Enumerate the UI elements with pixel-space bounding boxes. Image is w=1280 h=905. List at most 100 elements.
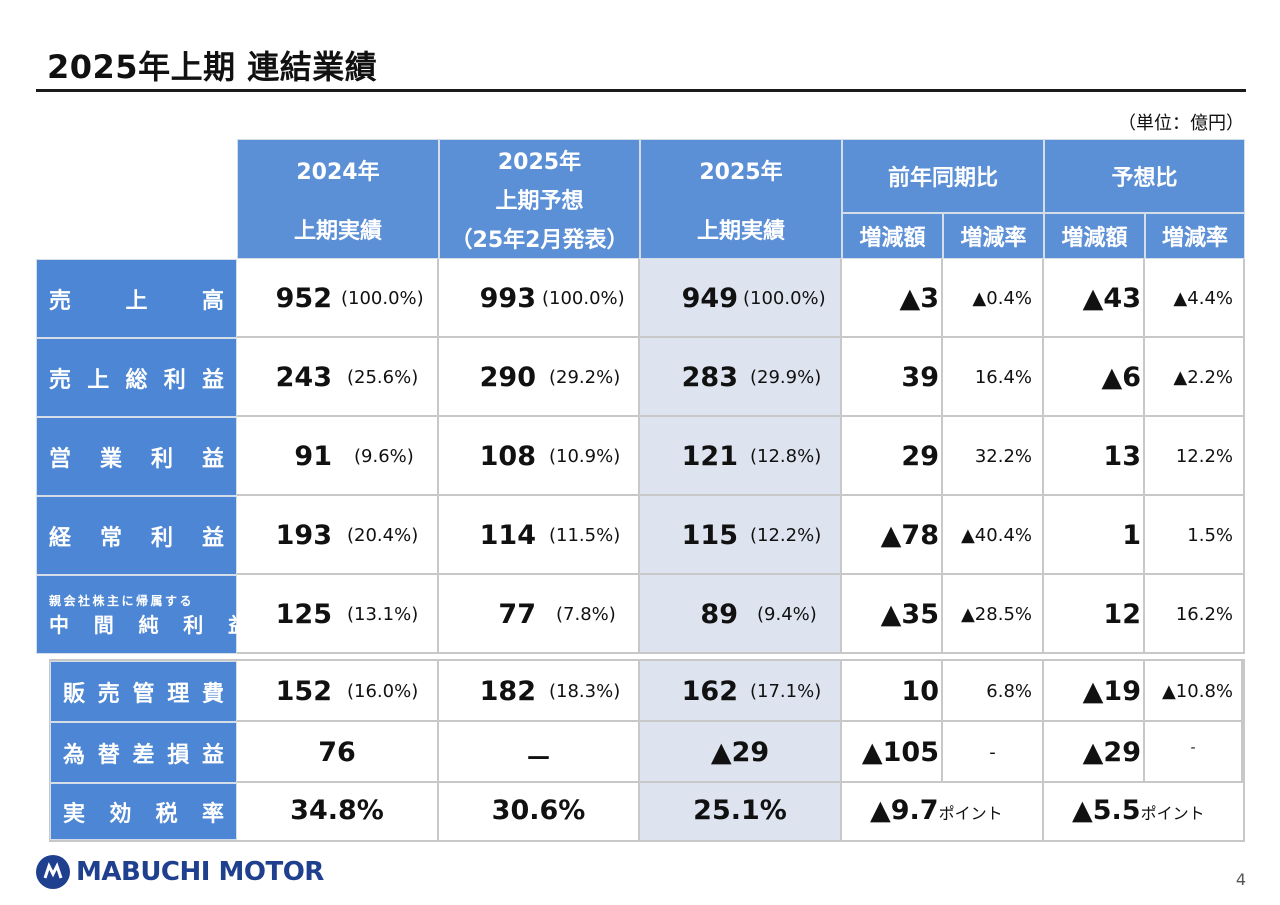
cell-gp-yoy-diff: 39 — [842, 338, 943, 417]
label-char: 費 — [201, 681, 224, 707]
ratio: (25.6%) — [347, 367, 419, 388]
cell-ni-yoy-diff: ▲35 — [842, 575, 943, 654]
value: 283 — [681, 362, 738, 393]
row-label-net-income: 親会社株主に帰属する 中間純利益 — [36, 575, 248, 654]
ratio: (9.6%) — [354, 446, 414, 467]
row-label-fx: 為替差損益 — [50, 722, 237, 783]
value: － — [525, 744, 552, 775]
label-char: 総 — [125, 367, 148, 393]
cell-sales-2024: 952 (100.0%) — [237, 259, 439, 338]
value: ▲29 — [1082, 737, 1141, 768]
row-label-tax-rate: 実効税率 — [50, 783, 237, 840]
value: 34.8% — [290, 795, 384, 826]
header-yoy: 前年同期比 — [842, 139, 1044, 213]
row-label-text: 販売管理費 — [51, 676, 236, 708]
label-char: 税 — [155, 801, 178, 827]
cell-ord-forecast: 114 (11.5%) — [439, 496, 640, 575]
ratio: (100.0%) — [341, 288, 424, 309]
cell-ord-f-rate: 1.5% — [1145, 496, 1245, 575]
row-label-text: 売上高 — [37, 283, 236, 315]
ratio: 12.2% — [1175, 446, 1233, 467]
value: 243 — [275, 362, 332, 393]
cell-tax-yoy: ▲9.7ポイント — [842, 783, 1044, 840]
value: 10 — [901, 676, 939, 707]
logo-symbol-icon — [43, 862, 63, 879]
value: 39 — [901, 362, 939, 393]
value: 162 — [681, 676, 738, 707]
row-label-text: 実効税率 — [51, 796, 236, 828]
ratio: (29.2%) — [549, 367, 621, 388]
cell-tax-2024: 34.8% — [237, 783, 439, 840]
page-title: 2025年上期 連結業績 — [47, 48, 378, 86]
label-char: 業 — [99, 446, 122, 472]
ratio: (16.0%) — [347, 681, 419, 702]
row-label-text: 売上総利益 — [37, 362, 236, 394]
cell-ni-forecast: 77 (7.8%) — [439, 575, 640, 654]
cell-sga-yoy-diff: 10 — [842, 661, 943, 722]
value: 25.1% — [693, 795, 787, 826]
cell-ord-2025: 115 (12.2%) — [640, 496, 842, 575]
row-label-text: 経常利益 — [37, 520, 236, 552]
label-char: 販 — [63, 681, 86, 707]
ratio: - — [989, 742, 996, 763]
label-char: 損 — [167, 742, 190, 768]
ratio: 1.5% — [1187, 525, 1233, 546]
cell-op-f-diff: 13 — [1044, 417, 1145, 496]
row-label-sales: 売上高 — [36, 259, 237, 338]
company-logo: MABUCHI MOTOR — [36, 855, 324, 889]
value: ▲5.5 — [1072, 795, 1141, 826]
cell-ord-yoy-rate: ▲40.4% — [943, 496, 1044, 575]
header-2024-year: 2024年 — [296, 159, 380, 185]
label-char: 管 — [132, 681, 155, 707]
cell-sga-2024: 152 (16.0%) — [237, 661, 439, 722]
cell-fx-yoy-diff: ▲105 — [842, 722, 943, 783]
value: 952 — [275, 283, 332, 314]
value: ▲9.7 — [870, 795, 939, 826]
label-char: 経 — [49, 525, 72, 551]
value: ▲19 — [1082, 676, 1141, 707]
tax-forecast-change: ▲5.5ポイント — [1072, 795, 1205, 826]
value: 125 — [275, 599, 332, 630]
cell-fx-forecast: － — [439, 722, 640, 783]
label-char: 常 — [99, 525, 122, 551]
unit: ポイント — [938, 804, 1003, 823]
value: 121 — [681, 441, 738, 472]
cell-sales-f-rate: ▲4.4% — [1145, 259, 1245, 338]
cell-ord-2024: 193 (20.4%) — [237, 496, 439, 575]
cell-sga-forecast: 182 (18.3%) — [439, 661, 640, 722]
title-underline — [36, 89, 1246, 92]
cell-op-forecast: 108 (10.9%) — [439, 417, 640, 496]
ratio: (13.1%) — [347, 604, 419, 625]
cell-sales-f-diff: ▲43 — [1044, 259, 1145, 338]
label-char: 高 — [201, 288, 224, 314]
cell-fx-2025: ▲29 — [640, 722, 842, 783]
label-char: 間 — [93, 612, 114, 637]
header-2025-forecast: 2025年 上期予想 （25年2月発表） — [439, 139, 640, 259]
ratio: - — [1190, 740, 1196, 756]
cell-sga-2025: 162 (17.1%) — [640, 661, 842, 722]
ratio: (12.8%) — [750, 446, 822, 467]
cell-sales-2025: 949 (100.0%) — [640, 259, 842, 338]
unit: ポイント — [1140, 804, 1205, 823]
row-label-text: 中間純利益 — [37, 609, 260, 638]
ratio: (100.0%) — [743, 288, 826, 309]
label-char: 売 — [97, 681, 120, 707]
label-char: 売 — [49, 288, 72, 314]
header-2025-actual: 2025年 上期実績 — [640, 139, 842, 259]
cell-fx-yoy-rate: - — [943, 722, 1044, 783]
value: 193 — [275, 520, 332, 551]
value: 114 — [479, 520, 536, 551]
row-label-subtext: 親会社株主に帰属する — [49, 593, 195, 608]
label-char: 営 — [49, 446, 72, 472]
page-number: 4 — [1235, 870, 1246, 889]
ratio: (9.4%) — [757, 604, 817, 625]
header-forecast-note: （25年2月発表） — [450, 228, 629, 254]
cell-op-f-rate: 12.2% — [1145, 417, 1245, 496]
cell-gp-forecast: 290 (29.2%) — [439, 338, 640, 417]
ratio: ▲10.8% — [1161, 681, 1233, 702]
value: 76 — [318, 737, 356, 768]
value: ▲6 — [1101, 362, 1141, 393]
header-forecast-rate: 増減率 — [1145, 213, 1245, 259]
cell-gp-2024: 243 (25.6%) — [237, 338, 439, 417]
cell-ni-f-rate: 16.2% — [1145, 575, 1245, 654]
